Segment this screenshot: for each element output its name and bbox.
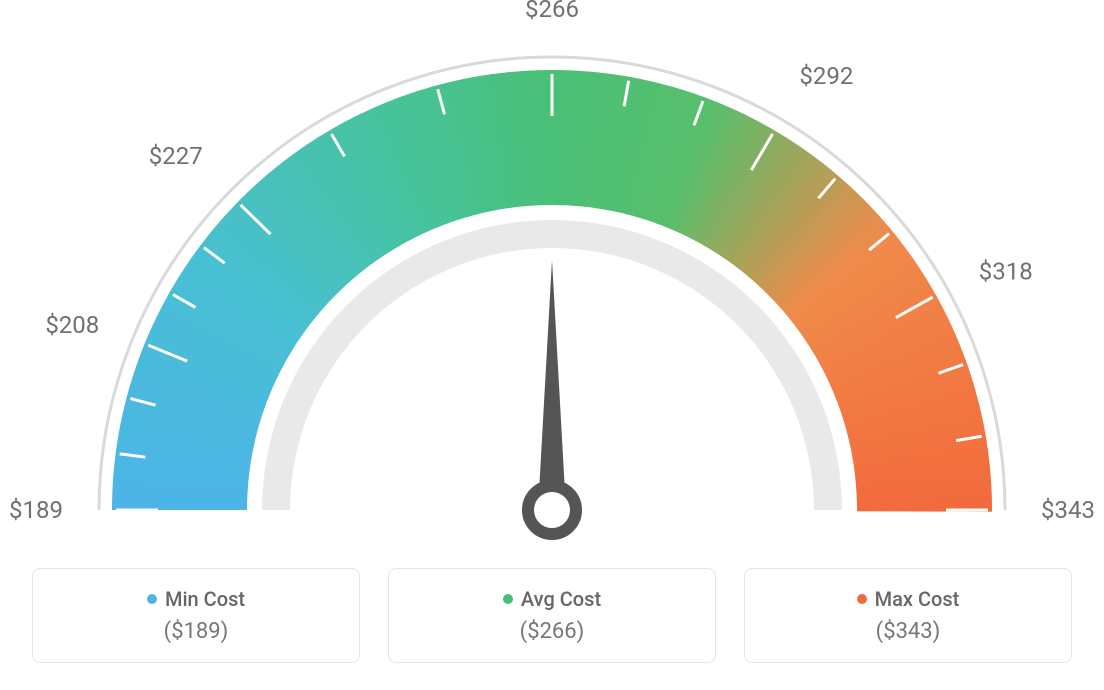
gauge-svg: $189 $208 $227 $266 $292 $318 $343 bbox=[0, 0, 1104, 560]
legend-label-avg: Avg Cost bbox=[503, 587, 601, 611]
legend-value-avg: ($266) bbox=[399, 619, 705, 644]
legend-dot-icon bbox=[857, 594, 867, 604]
legend-value-max: ($343) bbox=[755, 619, 1061, 644]
legend-row: Min Cost ($189) Avg Cost ($266) Max Cost… bbox=[0, 568, 1104, 663]
gauge-chart: $189 $208 $227 $266 $292 $318 $343 bbox=[0, 0, 1104, 560]
legend-label-text: Max Cost bbox=[875, 587, 960, 611]
legend-label-text: Min Cost bbox=[165, 587, 245, 611]
gauge-tick-label: $266 bbox=[525, 0, 579, 23]
legend-dot-icon bbox=[503, 594, 513, 604]
gauge-needle bbox=[538, 260, 566, 510]
legend-label-min: Min Cost bbox=[147, 587, 245, 611]
gauge-tick-label: $208 bbox=[45, 311, 99, 339]
legend-label-max: Max Cost bbox=[857, 587, 960, 611]
gauge-tick-label: $189 bbox=[9, 496, 63, 524]
legend-item-max: Max Cost ($343) bbox=[744, 568, 1072, 663]
gauge-tick-label: $343 bbox=[1041, 496, 1095, 524]
legend-dot-icon bbox=[147, 594, 157, 604]
legend-item-avg: Avg Cost ($266) bbox=[388, 568, 716, 663]
gauge-tick-label: $318 bbox=[979, 257, 1033, 285]
legend-label-text: Avg Cost bbox=[521, 587, 601, 611]
legend-item-min: Min Cost ($189) bbox=[32, 568, 360, 663]
legend-value-min: ($189) bbox=[43, 619, 349, 644]
gauge-needle-hub bbox=[528, 486, 576, 534]
gauge-tick-label: $227 bbox=[149, 142, 203, 170]
gauge-tick-label: $292 bbox=[799, 62, 853, 90]
